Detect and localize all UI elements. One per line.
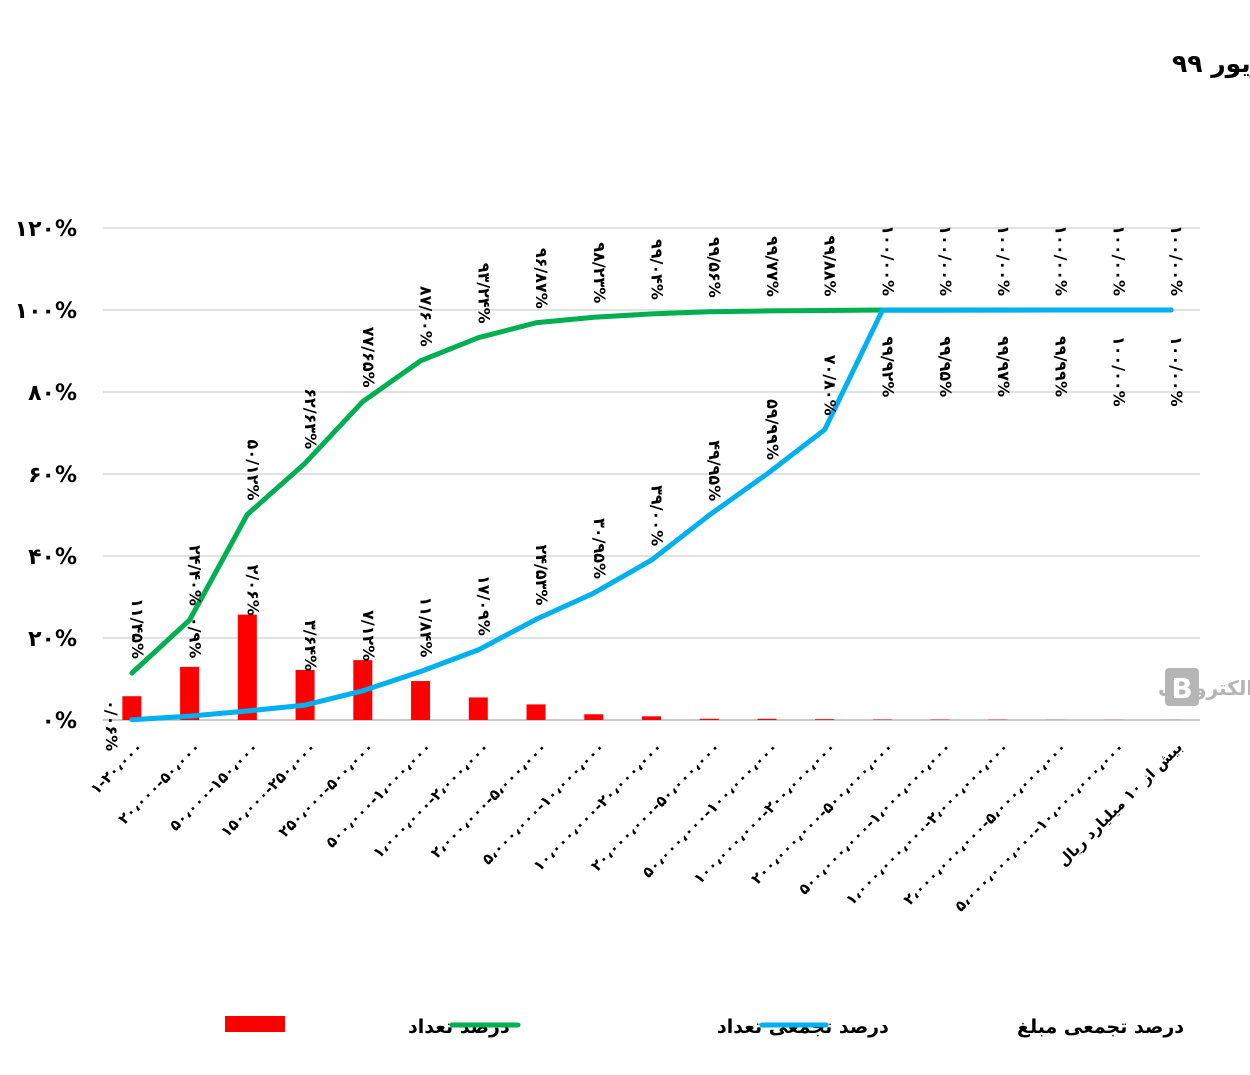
data-label: ۵۰/۱۲%	[243, 440, 262, 501]
x-tick-label: ۲،۰۰۰،۰۰۰-۵،۰۰۰،۰۰۰	[427, 738, 551, 862]
watermark-logo: بانکداری الکترونیک B	[1158, 668, 1250, 706]
line-series	[129, 307, 1174, 723]
data-label: ۹۶/۸۷%	[532, 248, 551, 309]
bar	[815, 719, 835, 720]
x-tick-label: ۱۵۰،۰۰۰-۲۵۰،۰۰۰	[217, 738, 320, 841]
data-label: ۹۹/۸۸%	[821, 236, 840, 297]
data-label: ۹۹/۵۶%	[705, 237, 724, 298]
x-tick-label: ۲۵۰،۰۰۰-۵۰۰،۰۰۰	[275, 738, 378, 841]
data-label: ۲۴/۴۰%	[186, 545, 205, 606]
data-label: ۱۰۰/۰۰%	[878, 225, 897, 296]
bar	[122, 696, 142, 720]
x-tick-label: ۵۰۰،۰۰۰-۱،۰۰۰،۰۰۰	[322, 738, 435, 851]
data-label: ۱۰۰/۰۰%	[1167, 225, 1186, 296]
line-cumulative-amount	[129, 307, 1174, 723]
bar	[180, 666, 200, 720]
data-label: ۸۷/۶۰%	[417, 286, 436, 347]
data-label: ۷/۱۲%	[359, 610, 378, 661]
data-label: ۱۰۰/۰۰%	[1109, 336, 1128, 407]
data-label: ۹۹/۹۹%	[1052, 336, 1071, 397]
legend-label: درصد تجمعی مبلغ	[1017, 1016, 1184, 1038]
data-label: ۱۱/۴۵%	[128, 598, 147, 659]
data-label: ۳/۶۴%	[301, 620, 320, 671]
bar	[757, 718, 777, 720]
data-label: ۲/۰۶%	[243, 565, 262, 616]
data-label: ۹۸/۲۳%	[590, 242, 609, 303]
bar	[699, 718, 719, 720]
data-label: ۱۷/۰۹%	[474, 575, 493, 636]
y-tick-label: ۱۰۰%	[15, 299, 77, 324]
data-labels: ۱۱/۴۵% ۲۴/۴۰% ۵۰/۱۲% ۶۲/۶۳% ۷۷/۶۵% ۸۷/۶۰% ۹۳/۲…	[102, 225, 1186, 751]
gridlines	[103, 227, 1200, 721]
data-label: ۵۹/۹۹%	[763, 399, 782, 460]
data-label: ۶۲/۶۳%	[301, 388, 320, 449]
data-label: ۹۹/۰۴%	[648, 239, 667, 300]
data-label: ۹۳/۲۴%	[474, 263, 493, 324]
y-tick-label: ۴۰%	[28, 545, 77, 570]
bar	[411, 681, 431, 720]
watermark-icon-letter: B	[1171, 672, 1192, 705]
bar	[237, 614, 257, 720]
data-label: ۳۰/۹۵%	[590, 518, 609, 579]
x-axis-tick-labels: ۱-۲۰،۰۰۰۲۰،۰۰۰-۵۰،۰۰۰۵۰،۰۰۰-۱۵۰،۰۰۰۱۵۰،۰…	[87, 738, 1186, 915]
data-label: ۹۹/۷۷%	[763, 236, 782, 297]
data-label: ۳۹/۰۰%	[648, 485, 667, 546]
bar	[526, 704, 546, 720]
bar	[584, 714, 604, 720]
y-axis-tick-labels: ۰% ۲۰% ۴۰% ۶۰% ۸۰% ۱۰۰% ۱۲۰%	[15, 217, 77, 734]
data-label: ۹۹/۹۷%	[994, 336, 1013, 397]
legend-marker-bar	[225, 1016, 285, 1032]
data-label: ۱۰۰/۰۰%	[936, 225, 955, 296]
data-label: ۱۱/۸۴%	[417, 597, 436, 658]
data-label: ۷۰/۸۰%	[821, 355, 840, 416]
bar	[468, 697, 488, 720]
data-label: ۷۷/۶۵%	[359, 327, 378, 388]
data-label: ۰/۹%	[186, 617, 205, 658]
data-label: ۲۴/۵۳%	[532, 544, 551, 605]
data-label: ۱۰۰/۰۰%	[1167, 336, 1186, 407]
y-tick-label: ۸۰%	[28, 381, 77, 406]
data-label: ۹۹/۹۲%	[878, 336, 897, 397]
y-tick-label: ۲۰%	[28, 627, 77, 652]
y-tick-label: ۶۰%	[28, 463, 77, 488]
data-label: ۰/۰۶%	[102, 700, 121, 751]
data-label: ۱۰۰/۰۰%	[1052, 225, 1071, 296]
y-tick-label: ۰%	[42, 709, 77, 734]
data-label: ۹۹/۹۵%	[936, 336, 955, 397]
data-label: ۱۰۰/۰۰%	[1109, 225, 1128, 296]
bar	[642, 716, 661, 720]
chart-title: دامنه مبلغی تراکنش‌های ابزار کارتخوان فر…	[1172, 49, 1250, 79]
y-tick-label: ۱۲۰%	[15, 217, 77, 242]
bar-series-count-percent	[122, 614, 1181, 720]
x-tick-label: ۱،۰۰۰،۰۰۰-۲،۰۰۰،۰۰۰	[369, 738, 493, 862]
data-label: ۱۰۰/۰۰%	[994, 225, 1013, 296]
data-label: ۴۹/۹۵%	[705, 440, 724, 501]
watermark-icon	[1165, 668, 1199, 706]
bar	[295, 669, 315, 720]
